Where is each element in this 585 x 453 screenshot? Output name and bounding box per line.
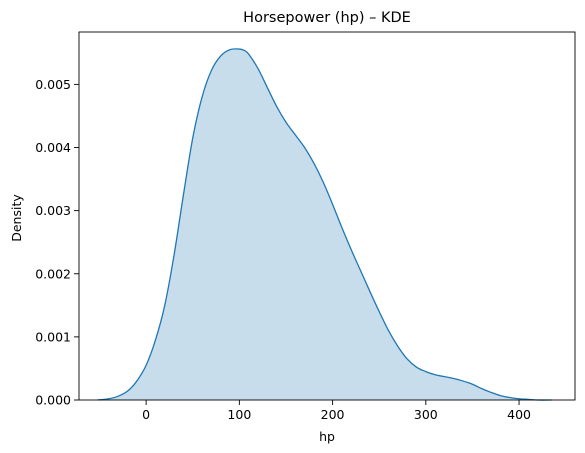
y-tick-label: 0.000 — [35, 393, 71, 408]
y-axis-label: Density — [9, 194, 24, 242]
y-tick-label: 0.004 — [35, 140, 71, 155]
x-tick-label: 300 — [414, 407, 438, 422]
y-tick-label: 0.005 — [35, 77, 71, 92]
x-tick-label: 0 — [142, 407, 150, 422]
y-tick-label: 0.001 — [35, 329, 71, 344]
plot-area — [78, 31, 576, 401]
x-axis-label: hp — [319, 429, 335, 444]
x-axis: 0 100 200 300 400 — [142, 400, 531, 422]
chart-title: Horsepower (hp) – KDE — [243, 10, 411, 26]
y-axis: 0.000 0.001 0.002 0.003 0.004 0.005 — [35, 77, 79, 408]
x-tick-label: 400 — [507, 407, 531, 422]
axes-frame — [78, 31, 576, 401]
x-tick-label: 200 — [321, 407, 345, 422]
kde-area-fill — [97, 48, 552, 401]
x-tick-label: 100 — [227, 407, 251, 422]
y-tick-label: 0.002 — [35, 266, 71, 281]
kde-line — [97, 48, 552, 401]
y-tick-label: 0.003 — [35, 203, 71, 218]
